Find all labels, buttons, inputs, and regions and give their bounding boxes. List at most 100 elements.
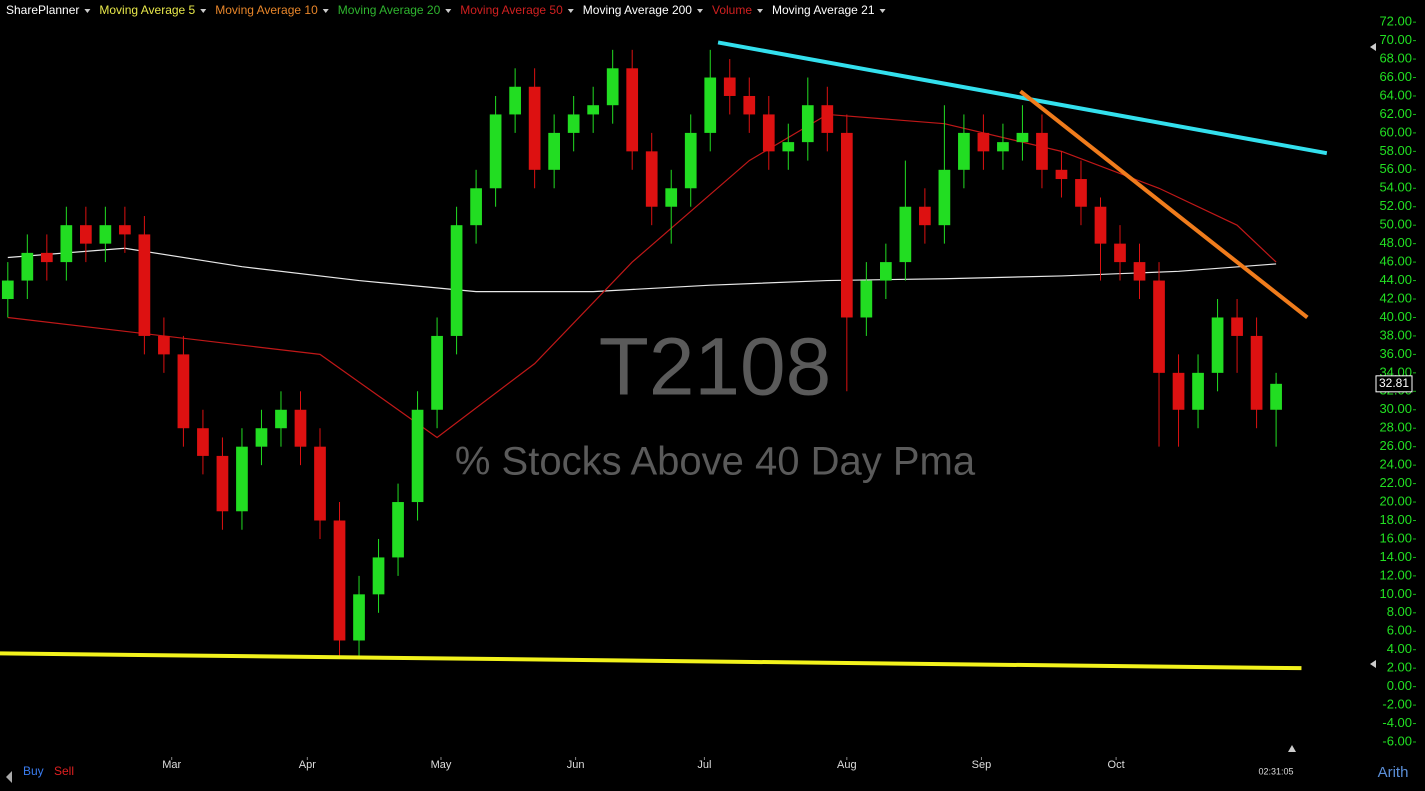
y-tick-label: 60.00 — [1379, 124, 1412, 139]
y-tick-label: 18.00 — [1379, 512, 1412, 527]
sell-button[interactable]: Sell — [54, 764, 74, 778]
y-tick-label: 68.00 — [1379, 51, 1412, 66]
scale-mode[interactable]: Arith — [1378, 764, 1409, 781]
y-tick-label: 24.00 — [1379, 457, 1412, 472]
x-tick-label: Apr — [299, 759, 316, 771]
y-tick-label: 70.00 — [1379, 32, 1412, 47]
candle-body — [236, 446, 248, 512]
candle-body — [1114, 243, 1126, 263]
candle-body — [372, 557, 385, 595]
y-tick-label: 16.00 — [1379, 530, 1412, 545]
y-tick-label: 50.00 — [1379, 217, 1412, 232]
candle-body — [470, 188, 482, 226]
candle-body — [567, 114, 580, 133]
y-tick-label: 52.00 — [1379, 198, 1412, 213]
x-tick-label: May — [431, 759, 452, 771]
y-tick-label: 6.00 — [1387, 623, 1412, 638]
study-label[interactable]: Moving Average 50 — [460, 3, 563, 17]
x-tick-label: Jun — [567, 759, 585, 771]
y-tick-label: 64.00 — [1379, 87, 1412, 102]
y-tick-label: 4.00 — [1387, 641, 1412, 656]
y-tick-label: 0.00 — [1387, 678, 1412, 693]
candle-body — [606, 68, 619, 106]
candle-body — [840, 132, 853, 318]
y-tick-label: 48.00 — [1379, 235, 1412, 250]
candle-body — [1075, 179, 1087, 207]
y-tick-label: 38.00 — [1379, 327, 1412, 342]
candle-body — [60, 225, 73, 263]
candle-body — [1270, 383, 1282, 410]
candle-body — [880, 262, 892, 281]
candle-body — [743, 95, 756, 115]
y-tick-label: 62.00 — [1379, 106, 1412, 121]
candle-body — [958, 132, 970, 170]
candle-body — [1016, 132, 1029, 143]
scroll-arrow[interactable] — [6, 771, 12, 783]
y-tick-label: 12.00 — [1379, 567, 1412, 582]
candle-body — [411, 409, 424, 503]
candle-body — [762, 114, 775, 152]
y-tick-label: 58.00 — [1379, 143, 1412, 158]
candle-body — [626, 68, 639, 152]
candle-body — [645, 151, 658, 207]
candle-body — [450, 225, 463, 336]
last-price-box — [1375, 375, 1413, 393]
scale-arrow[interactable] — [1370, 43, 1376, 51]
study-label[interactable]: Moving Average 20 — [338, 3, 441, 17]
y-tick-label: 8.00 — [1387, 604, 1412, 619]
candle-body — [801, 105, 814, 143]
y-tick-label: 26.00 — [1379, 438, 1412, 453]
moving-average-line — [7, 113, 1277, 439]
moving-average-line — [7, 247, 1277, 293]
y-tick-label: 20.00 — [1379, 493, 1412, 508]
study-dropdown — [84, 9, 91, 13]
candle-body — [997, 142, 1009, 152]
candle-body — [1153, 280, 1165, 373]
y-tick-label: -2.00 — [1382, 697, 1412, 712]
candle-body — [1094, 206, 1107, 244]
study-label[interactable]: Volume — [712, 3, 752, 17]
y-tick-label: -4.00 — [1382, 715, 1412, 730]
candle-body — [665, 188, 678, 207]
study-label[interactable]: SharePlanner — [6, 3, 79, 17]
trendline — [1019, 89, 1309, 320]
candle-body — [821, 105, 834, 133]
study-label[interactable]: Moving Average 5 — [99, 3, 195, 17]
study-dropdown — [879, 9, 886, 13]
candle-body — [197, 428, 209, 456]
candle-body — [782, 142, 795, 152]
candle-body — [314, 446, 326, 521]
chart-subtitle: % Stocks Above 40 Day Pma — [455, 440, 976, 484]
scroll-arrow[interactable] — [1288, 745, 1296, 752]
study-label[interactable]: Moving Average 21 — [772, 3, 875, 17]
candle-body — [938, 169, 951, 226]
y-tick-label: 36.00 — [1379, 346, 1412, 361]
candle-body — [1231, 317, 1243, 336]
buy-button[interactable]: Buy — [23, 764, 44, 778]
y-tick-label: 56.00 — [1379, 161, 1412, 176]
x-tick-label: Oct — [1108, 759, 1125, 771]
candle-body — [489, 114, 502, 189]
study-dropdown — [757, 9, 764, 13]
study-label[interactable]: Moving Average 200 — [583, 3, 693, 17]
candle-body — [1192, 372, 1204, 410]
y-tick-label: 2.00 — [1387, 660, 1412, 675]
study-label[interactable]: Moving Average 10 — [215, 3, 318, 17]
candle-body — [587, 105, 600, 115]
chart-title: T2108 — [599, 322, 832, 413]
scale-arrow[interactable] — [1370, 660, 1376, 668]
candle-body — [392, 502, 404, 558]
candle-body — [1250, 335, 1263, 410]
candle-body — [860, 280, 873, 318]
clock: 02:31:05 — [1258, 766, 1293, 776]
candle-body — [977, 132, 990, 152]
candle-body — [704, 77, 717, 133]
candle-body — [528, 86, 541, 170]
study-dropdown — [567, 9, 574, 13]
candle-body — [21, 252, 34, 281]
last-price-label: 32.81 — [1379, 376, 1409, 390]
y-tick-label: -6.00 — [1382, 733, 1412, 748]
candle-body — [275, 409, 287, 429]
candle-body — [431, 335, 443, 410]
